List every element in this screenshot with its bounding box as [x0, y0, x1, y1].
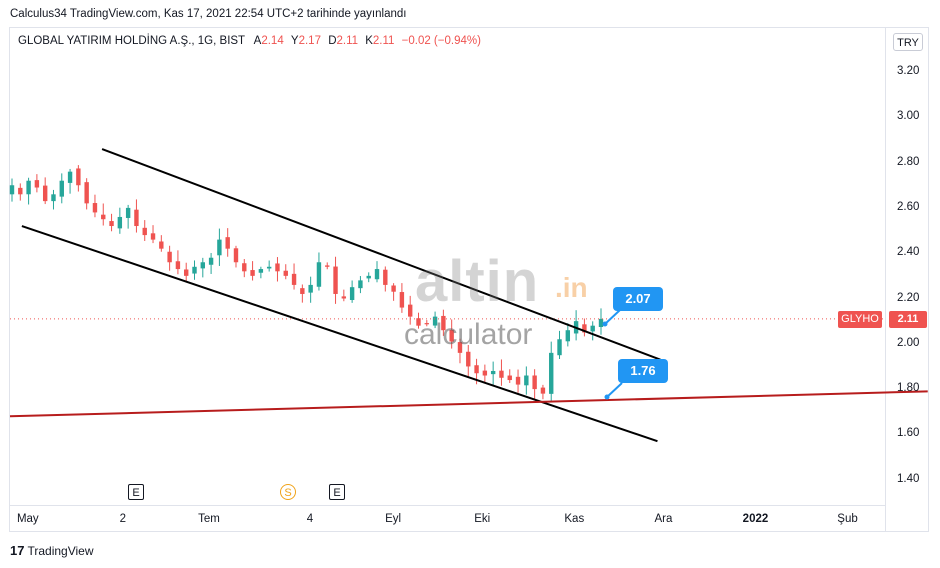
y-tick-label: 3.20: [897, 65, 920, 77]
x-tick-label: May: [16, 513, 39, 525]
y-tick-label: 1.60: [897, 427, 920, 440]
x-tick-label: Kas: [564, 513, 585, 525]
watermark-sub: calculator: [404, 318, 533, 351]
dividend-event-icon[interactable]: S: [280, 484, 296, 500]
y-tick-label: 1.40: [897, 472, 920, 485]
x-tick-label: Eki: [474, 513, 491, 525]
chart-frame[interactable]: [9, 27, 929, 532]
currency-button[interactable]: TRY: [893, 33, 923, 51]
x-tick-label: 2: [119, 513, 127, 525]
footer-brand: TradingView: [27, 544, 94, 558]
earnings-event-icon[interactable]: E: [128, 484, 144, 500]
x-tick-label: 4: [306, 513, 314, 525]
y-tick-label: 2.20: [897, 291, 920, 304]
tradingview-logo-icon: 17: [10, 543, 25, 558]
x-tick-label: 2022: [742, 513, 769, 525]
legend-low: 2.11: [336, 35, 359, 47]
symbol-price-tag: GLYHO: [838, 311, 882, 328]
legend-open: 2.14: [261, 35, 284, 47]
x-tick-label: Ara: [654, 513, 673, 525]
legend-high: 2.17: [298, 35, 321, 47]
x-tick-label: Şub: [837, 513, 858, 525]
last-price-tag: 2.11: [889, 311, 927, 328]
legend-change: −0.02 (−0.94%): [401, 35, 481, 47]
y-tick-label: 1.80: [897, 382, 920, 395]
watermark-brand: altin: [415, 249, 540, 314]
y-tick-label: 2.60: [897, 200, 920, 213]
symbol-legend: GLOBAL YATIRIM HOLDİNG A.Ş., 1G, BIST A2…: [18, 35, 481, 47]
time-axis-separator: [9, 505, 885, 506]
y-tick-label: 3.00: [897, 110, 920, 123]
legend-close: 2.11: [372, 35, 395, 47]
tradingview-footer: 17 TradingView: [10, 543, 94, 558]
legend-symbol: GLOBAL YATIRIM HOLDİNG A.Ş., 1G, BIST: [18, 35, 246, 47]
y-tick-label: 2.00: [897, 336, 920, 349]
x-tick-label: Tem: [198, 513, 220, 525]
y-tick-label: 2.80: [897, 155, 920, 168]
price-axis-separator: [885, 27, 886, 532]
x-tick-label: Eyl: [385, 513, 402, 525]
callout-upper: 2.07: [613, 287, 663, 311]
y-tick-label: 2.40: [897, 246, 920, 259]
earnings-event-icon[interactable]: E: [329, 484, 345, 500]
publish-caption: Calculus34 TradingView.com, Kas 17, 2021…: [10, 8, 407, 20]
watermark-suffix: .in: [555, 272, 588, 303]
callout-lower: 1.76: [618, 359, 668, 383]
